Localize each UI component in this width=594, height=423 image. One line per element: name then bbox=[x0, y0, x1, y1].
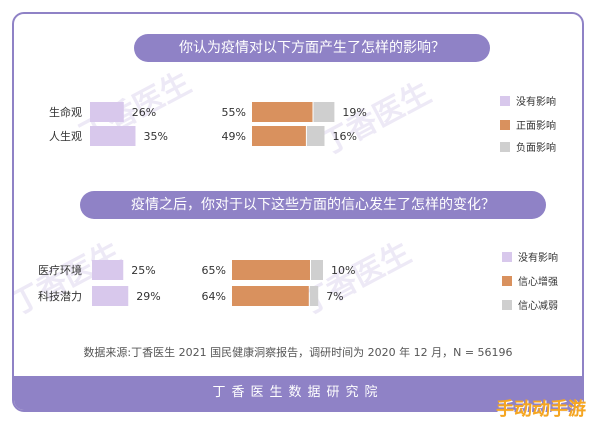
data-label: 49% bbox=[222, 130, 246, 143]
legend-swatch bbox=[500, 142, 510, 152]
data-label: 10% bbox=[331, 264, 355, 277]
bar-none bbox=[92, 260, 124, 280]
legend-entry: 信心增强 bbox=[518, 275, 558, 288]
legend-entry: 没有影响 bbox=[516, 95, 556, 108]
bar-positive bbox=[232, 260, 310, 280]
bar-negative bbox=[306, 126, 325, 146]
footer-brand: 丁香医生数据研究院 bbox=[14, 376, 582, 410]
data-label: 29% bbox=[136, 290, 160, 303]
legend-swatch bbox=[502, 300, 512, 310]
chart-1-title: 你认为疫情对以下方面产生了怎样的影响？ bbox=[134, 34, 490, 62]
chart-2-title: 疫情之后，你对于以下这些方面的信心发生了怎样的变化？ bbox=[80, 191, 546, 219]
bar-negative bbox=[311, 260, 323, 280]
bar-positive bbox=[252, 102, 313, 122]
data-label: 64% bbox=[202, 290, 226, 303]
data-label: 7% bbox=[326, 290, 343, 303]
data-label: 35% bbox=[144, 130, 168, 143]
legend-swatch bbox=[502, 276, 512, 286]
bar-positive bbox=[252, 126, 306, 146]
infographic-card: 丁香医生 丁香医生 丁香医生 丁香医生 你认为疫情对以下方面产生了怎样的影响？ … bbox=[12, 12, 584, 412]
legend-swatch bbox=[500, 120, 510, 130]
data-label: 25% bbox=[131, 264, 155, 277]
data-label: 65% bbox=[202, 264, 226, 277]
category-label: 医疗环境 bbox=[38, 263, 82, 277]
source-note: 数据来源:丁香医生 2021 国民健康洞察报告，调研时间为 2020 年 12 … bbox=[83, 346, 513, 359]
legend-swatch bbox=[500, 96, 510, 106]
data-label: 19% bbox=[342, 106, 366, 119]
legend-entry: 信心减弱 bbox=[518, 300, 558, 312]
legend-entry: 负面影响 bbox=[516, 141, 556, 154]
legend-swatch bbox=[502, 252, 512, 262]
data-label: 55% bbox=[222, 106, 246, 119]
bar-negative bbox=[309, 286, 319, 306]
bar-none bbox=[90, 126, 136, 146]
bar-none bbox=[90, 102, 124, 122]
legend-entry: 正面影响 bbox=[516, 119, 556, 132]
category-label: 生命观 bbox=[49, 105, 82, 119]
category-label: 人生观 bbox=[49, 129, 82, 143]
bar-negative bbox=[313, 102, 335, 122]
corner-brand: 手动动手游 bbox=[496, 399, 586, 420]
data-label: 16% bbox=[333, 130, 357, 143]
legend-entry: 没有影响 bbox=[518, 251, 558, 264]
bar-positive bbox=[232, 286, 309, 306]
bar-none bbox=[92, 286, 129, 306]
category-label: 科技潜力 bbox=[38, 289, 82, 303]
data-label: 26% bbox=[132, 106, 156, 119]
